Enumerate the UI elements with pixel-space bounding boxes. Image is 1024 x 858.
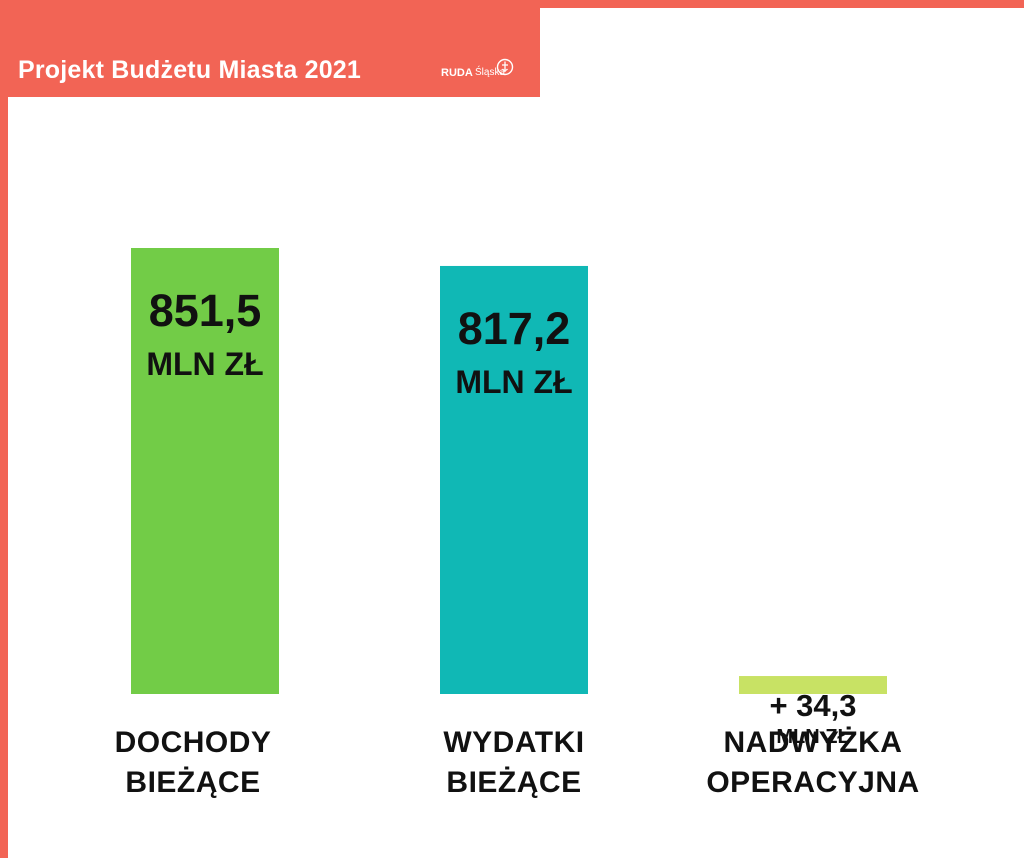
category-label-1-line-1: DOCHODY	[115, 726, 272, 759]
category-label-3-line-2: OPERACYJNA	[706, 766, 919, 799]
data-unit-label-1: MLN ZŁ	[146, 346, 263, 382]
data-label-3: + 34,3	[769, 688, 856, 723]
data-unit-label-2: MLN ZŁ	[455, 364, 572, 400]
category-label-2-line-1: WYDATKI	[443, 726, 584, 759]
category-label-2-line-2: BIEŻĄCE	[446, 766, 581, 799]
data-label-2: 817,2	[458, 303, 571, 354]
header-band: Projekt Budżetu Miasta 2021 RUDA Śląska	[0, 0, 540, 97]
category-label-1-line-2: BIEŻĄCE	[125, 766, 260, 799]
category-label-3-line-1: NADWYŻKA	[724, 726, 903, 759]
city-logo: RUDA Śląska	[441, 58, 531, 84]
bar-3	[739, 676, 887, 694]
bar-1	[131, 248, 279, 694]
bar-2	[440, 265, 588, 694]
logo-text-light: Śląska	[475, 67, 506, 78]
data-label-1: 851,5	[149, 285, 262, 336]
logo-text-bold: RUDA	[441, 67, 473, 79]
page-title: Projekt Budżetu Miasta 2021	[18, 56, 362, 84]
city-emblem-icon	[496, 58, 514, 76]
data-unit-label-3: MLN ZŁ	[776, 726, 849, 748]
